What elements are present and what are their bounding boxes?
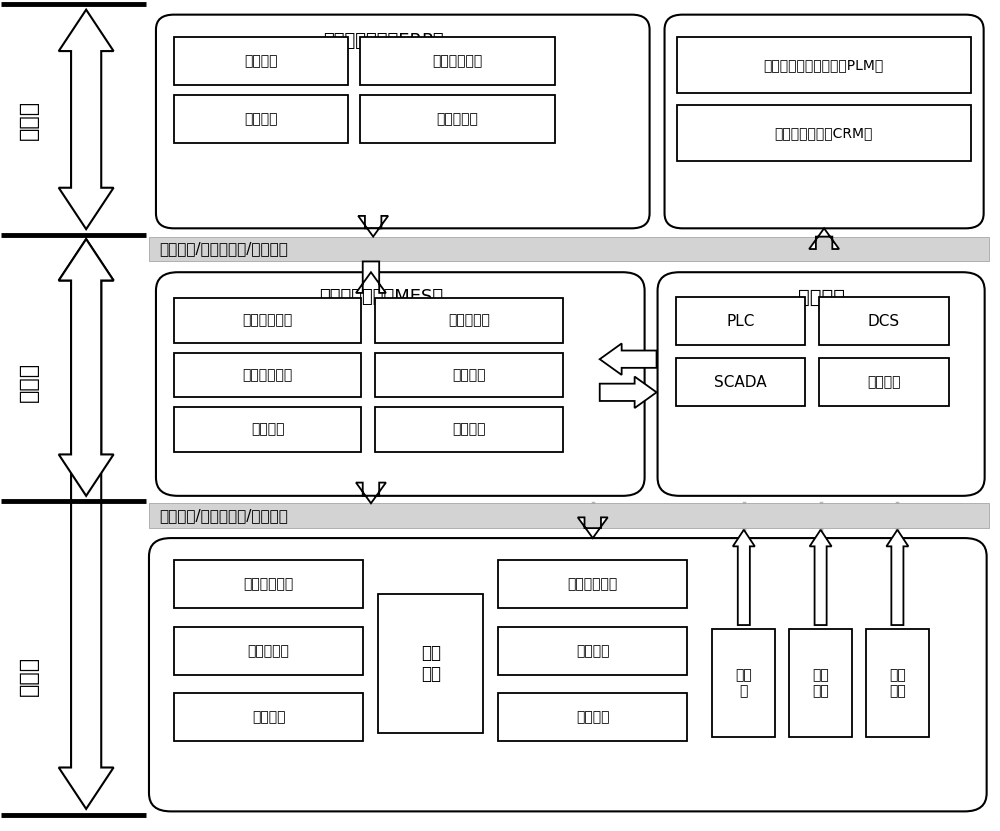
Polygon shape [356,262,386,293]
Text: 产品全生命周期管理（PLM）: 产品全生命周期管理（PLM） [763,58,884,72]
Polygon shape [733,530,755,625]
Text: 喷淋装置: 喷淋装置 [576,710,609,724]
Text: 企业资源计划（ERP）: 企业资源计划（ERP） [323,32,443,50]
Text: 智能投料装置: 智能投料装置 [244,578,294,592]
Bar [360,37,555,85]
Text: 能源管理: 能源管理 [452,423,486,436]
Bar [498,560,687,608]
FancyBboxPatch shape [658,273,985,496]
Bar [375,407,563,452]
Bar [174,95,348,143]
Bar [174,352,361,397]
Text: 客户关系管理（CRM）: 客户关系管理（CRM） [774,126,873,140]
Bar [819,297,949,345]
Polygon shape [356,483,386,504]
Bar [498,627,687,675]
Text: 执行层: 执行层 [19,362,39,402]
Polygon shape [59,239,114,809]
Text: 基础层: 基础层 [19,656,39,696]
Bar [712,629,775,737]
Text: 用户需求: 用户需求 [244,54,278,68]
Text: 传送机构: 传送机构 [576,644,609,657]
Polygon shape [600,376,657,408]
Bar [375,352,563,397]
Text: 生产
物料: 生产 物料 [812,668,829,698]
Bar [677,105,971,161]
Text: 接受生产实绩: 接受生产实绩 [432,54,483,68]
Text: SCADA: SCADA [714,375,767,390]
Text: PLC: PLC [726,313,755,328]
FancyBboxPatch shape [156,273,645,496]
Text: 现场总线/工业以太网/无线通信: 现场总线/工业以太网/无线通信 [159,242,288,257]
Text: DCS: DCS [868,313,900,328]
Polygon shape [59,10,114,229]
Bar [676,297,805,345]
Text: 工业机器人: 工业机器人 [248,644,290,657]
Text: 锻造
装备: 锻造 装备 [421,644,441,682]
Polygon shape [809,229,839,249]
Polygon shape [358,216,388,237]
Polygon shape [600,343,657,375]
Polygon shape [886,530,908,625]
Bar [174,37,348,85]
Bar [174,560,363,608]
Bar [866,629,929,737]
FancyBboxPatch shape [156,15,650,229]
Polygon shape [578,518,608,538]
FancyBboxPatch shape [149,538,987,811]
Text: 视觉检测装置: 视觉检测装置 [568,578,618,592]
Bar [378,593,483,733]
Text: 安全管理: 安全管理 [251,423,284,436]
Text: 车间计划调度: 车间计划调度 [243,313,293,327]
Text: 工艺与执行: 工艺与执行 [448,313,490,327]
Bar [375,297,563,342]
Polygon shape [810,530,832,625]
Text: 检测
装置: 检测 装置 [889,668,906,698]
Bar [498,693,687,741]
Bar [174,407,361,452]
Text: 过程质量控制: 过程质量控制 [243,368,293,382]
Bar [149,504,989,529]
Bar [360,95,555,143]
Text: 智能模具: 智能模具 [252,710,285,724]
Bar [149,237,989,262]
FancyBboxPatch shape [665,15,984,229]
Bar [676,358,805,406]
Bar [677,37,971,93]
Polygon shape [59,239,114,496]
Text: 设备管理: 设备管理 [452,368,486,382]
Text: 计划下达: 计划下达 [244,112,278,126]
Text: 现场总线/工业以太网/无线通信: 现场总线/工业以太网/无线通信 [159,509,288,524]
Bar [174,627,363,675]
Text: 加热
炉: 加热 炉 [735,668,752,698]
Text: 辅助设备: 辅助设备 [867,376,901,390]
Bar [819,358,949,406]
Bar [789,629,852,737]
Text: 管理层: 管理层 [19,100,39,140]
Text: 制造执行系统（MES）: 制造执行系统（MES） [319,288,443,306]
Text: 数控系统: 数控系统 [798,288,845,307]
Bar [174,693,363,741]
Text: 处理与存储: 处理与存储 [437,112,479,126]
Bar [174,297,361,342]
